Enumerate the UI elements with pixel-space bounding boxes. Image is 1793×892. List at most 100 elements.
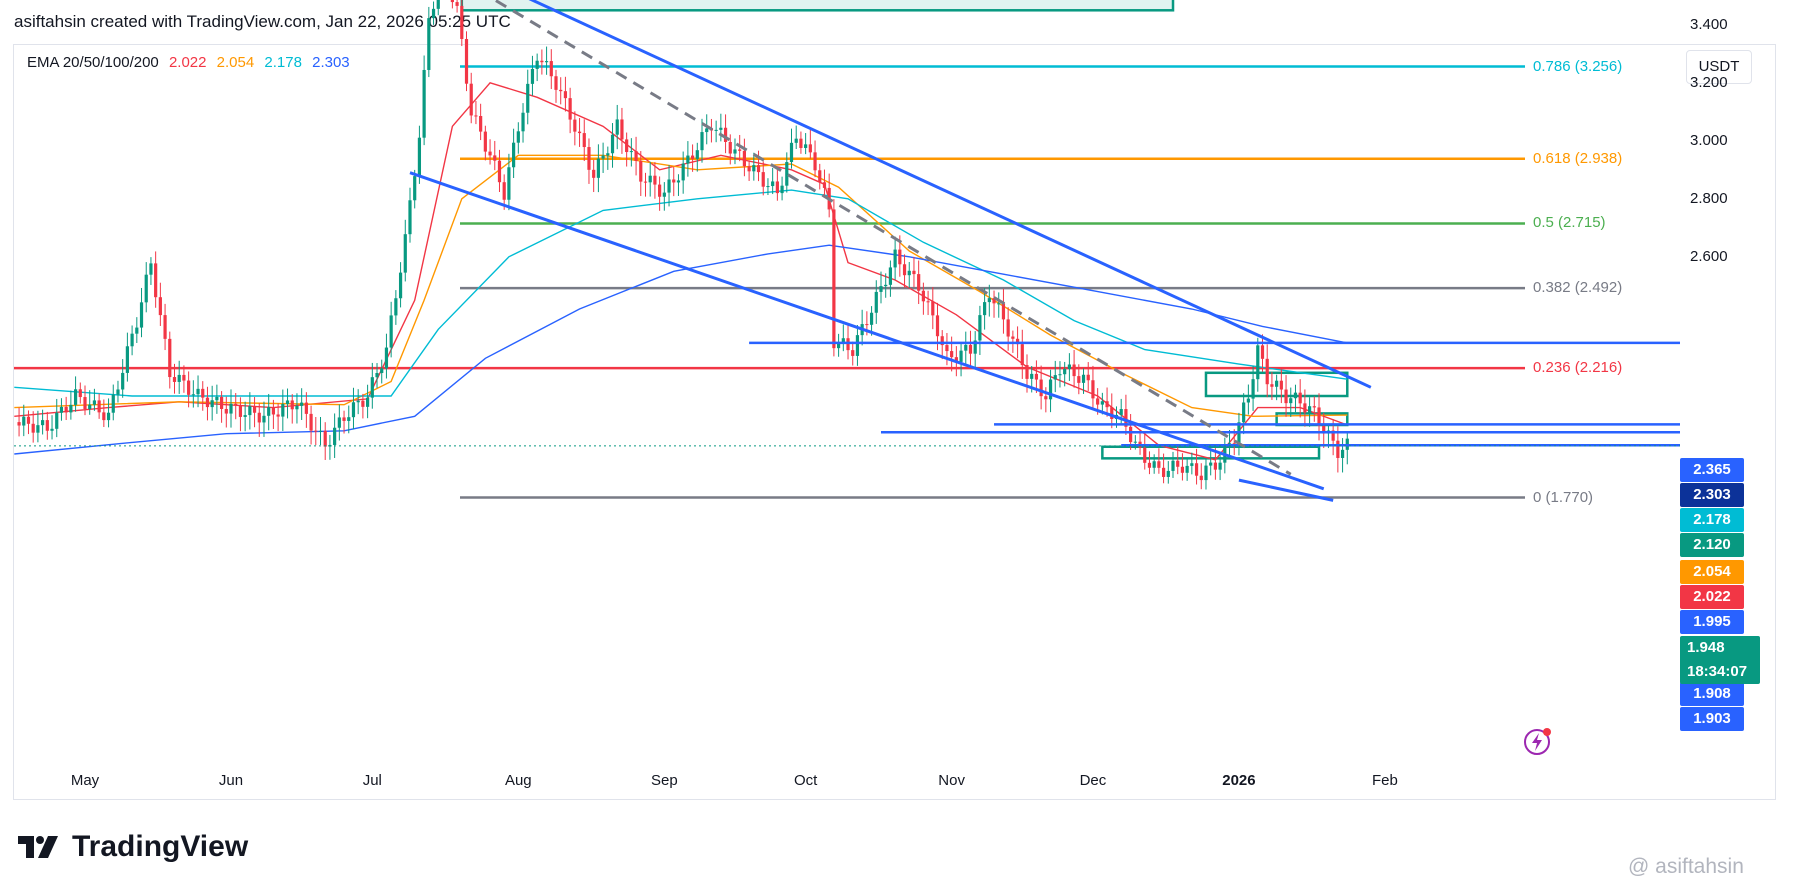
candle-body [855,335,860,356]
candle-body [59,406,64,413]
candle-body [1303,403,1307,413]
time-axis-tick: Feb [1372,772,1398,789]
lightning-alert-icon[interactable] [1522,727,1552,757]
fib-level-label: 0.236 (2.216) [1533,359,1623,377]
candle-body [1058,374,1062,376]
candle-body [738,149,742,151]
candle-body [559,89,563,92]
candle-body [380,368,384,373]
candle-body [427,18,431,70]
candle-body [606,153,610,156]
candle-body [1143,447,1147,463]
candle-body [1232,443,1236,445]
candle-body [351,402,356,418]
candle-body [417,137,422,177]
ema-line-1 [14,154,1348,418]
candle-body [375,372,379,378]
price-tag: 2.303 [1680,483,1744,507]
ema20-value: 2.022 [168,54,207,71]
ema-legend[interactable]: EMA 20/50/100/200 2.022 2.054 2.178 2.30… [27,54,356,71]
candle-body [719,127,723,130]
candle-body [163,315,167,339]
candle-body [879,286,883,292]
candle-body [309,413,313,431]
candle-body [460,5,464,39]
candle-body [643,181,648,183]
candle-body [1180,466,1185,473]
fib-level-label: 0.618 (2.938) [1533,149,1623,167]
candle-body [512,142,516,168]
candle-body [1133,441,1137,443]
candle-body [238,405,243,417]
candle-body [822,182,827,188]
candle-body [756,165,761,173]
price-tag: 1.903 [1680,707,1744,731]
candle-body [1124,409,1128,427]
candle-body [1039,379,1043,397]
tradingview-logo[interactable]: TradingView [18,830,248,864]
candle-body [389,315,393,348]
ema50-value: 2.054 [216,54,255,71]
candle-body [1030,373,1034,379]
price-axis-tick: 3.400 [1690,15,1728,33]
candle-body [789,142,794,163]
candle-body [592,169,596,178]
candle-body [45,420,49,431]
candle-body [1246,398,1250,403]
candle-body [1218,462,1222,470]
candle-body [116,389,120,395]
candle-body [271,407,275,415]
candle-body [973,340,977,354]
candle-body [620,119,624,140]
candle-body [144,274,148,303]
candle-body [526,83,530,113]
candle-body [252,406,257,413]
candle-body [1279,380,1283,390]
candle-body [384,347,389,369]
candle-body [215,396,219,401]
price-tag: 2.365 [1680,458,1744,482]
candle-body [733,149,737,154]
candle-body [1251,379,1255,399]
candle-body [752,165,756,172]
candle-body [898,249,902,265]
candle-body [804,144,808,148]
candle-body [92,400,97,405]
price-axis-tick: 2.800 [1690,189,1728,207]
currency-selector[interactable]: USDT [1686,50,1752,84]
candle-body [714,129,718,131]
candle-body [912,270,916,275]
candle-body [865,324,869,326]
candle-body [1110,407,1114,419]
candle-body [676,180,681,183]
channel-lower-extension [1238,478,1334,502]
candle-body [502,182,506,200]
candle-body [55,412,59,429]
candle-body [22,416,26,426]
candle-body [149,263,153,275]
candle-body [450,0,454,3]
candle-body [50,428,54,431]
candle-body [69,404,73,413]
candle-body [851,350,855,356]
candle-body [884,284,888,287]
candle-body [229,403,233,414]
candle-body [31,423,35,433]
candle-body [234,403,238,406]
candle-body [785,162,789,186]
candle-body [1312,406,1316,408]
candle-body [1100,401,1104,405]
candle-body [41,420,45,426]
candle-body [700,132,704,151]
time-axis-tick: May [70,772,100,789]
candle-body [36,425,40,433]
last-price-tag: 1.948 18:34:07 [1680,636,1760,684]
candle-body [625,139,629,153]
candle-body [436,0,440,9]
candle-body [290,400,294,410]
candle-body [483,131,487,152]
candle-body [888,267,893,285]
time-axis-tick: Nov [938,772,965,789]
candle-body [497,160,502,183]
